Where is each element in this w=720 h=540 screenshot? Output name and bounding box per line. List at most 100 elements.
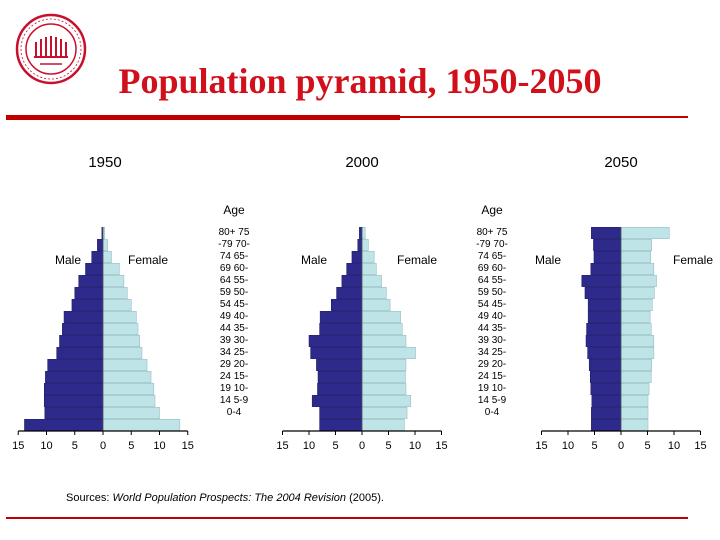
age-tick-label: -79 70- bbox=[218, 239, 250, 250]
female-bar-55-59 bbox=[620, 287, 655, 299]
female-bar-15-19 bbox=[361, 383, 407, 395]
male-bar-35-39 bbox=[585, 335, 622, 347]
age-tick-label: 74 65- bbox=[220, 251, 248, 262]
male-bar-35-39 bbox=[59, 335, 104, 347]
x-tick-label: 5 bbox=[591, 440, 597, 452]
female-bar-15-19 bbox=[102, 383, 155, 395]
x-tick-label: 0 bbox=[100, 440, 106, 452]
female-bar-80+ bbox=[361, 227, 366, 239]
age-axis-title: Age bbox=[223, 203, 245, 217]
male-bar-25-29 bbox=[588, 359, 622, 371]
x-tick-label: 5 bbox=[385, 440, 391, 452]
male-bar-70-74 bbox=[91, 251, 104, 263]
age-tick-label: 54 45- bbox=[478, 299, 506, 310]
female-bar-5-9 bbox=[102, 407, 160, 419]
age-tick-label: 74 65- bbox=[478, 251, 506, 262]
female-bar-50-54 bbox=[361, 299, 391, 311]
female-bar-30-34 bbox=[620, 347, 655, 359]
female-bar-10-14 bbox=[620, 395, 649, 407]
age-tick-label: 34 25- bbox=[478, 347, 506, 358]
female-bar-10-14 bbox=[102, 395, 156, 407]
female-bar-0-4 bbox=[102, 419, 181, 431]
male-bar-10-14 bbox=[591, 395, 622, 407]
male-label: Male bbox=[535, 253, 561, 267]
female-bar-50-54 bbox=[620, 299, 653, 311]
x-tick-label: 5 bbox=[72, 440, 78, 452]
male-bar-15-19 bbox=[590, 383, 622, 395]
male-bar-70-74 bbox=[351, 251, 363, 263]
male-bar-60-64 bbox=[78, 275, 104, 287]
male-bar-30-34 bbox=[56, 347, 104, 359]
chart-title-1950: 1950 bbox=[88, 154, 121, 171]
female-bar-40-44 bbox=[102, 323, 139, 335]
female-bar-35-39 bbox=[620, 335, 655, 347]
x-tick-label: 10 bbox=[562, 440, 574, 452]
age-tick-label: 49 40- bbox=[220, 311, 248, 322]
female-bar-5-9 bbox=[361, 407, 408, 419]
age-tick-label: 39 30- bbox=[220, 335, 248, 346]
female-bar-60-64 bbox=[620, 275, 657, 287]
age-tick-label: 54 45- bbox=[220, 299, 248, 310]
female-bar-10-14 bbox=[361, 395, 412, 407]
sources-note: Sources: World Population Prospects: The… bbox=[66, 492, 384, 504]
x-tick-label: 15 bbox=[182, 440, 194, 452]
female-bar-15-19 bbox=[620, 383, 650, 395]
male-bar-55-59 bbox=[336, 287, 363, 299]
female-bar-70-74 bbox=[361, 251, 375, 263]
male-bar-40-44 bbox=[586, 323, 622, 335]
male-bar-20-24 bbox=[45, 371, 104, 383]
female-bar-40-44 bbox=[361, 323, 403, 335]
age-tick-label: 0-4 bbox=[485, 407, 500, 418]
age-tick-label: 69 60- bbox=[220, 263, 248, 274]
male-bar-30-34 bbox=[587, 347, 622, 359]
age-tick-label: 44 35- bbox=[478, 323, 506, 334]
male-bar-15-19 bbox=[317, 383, 363, 395]
male-bar-75-79 bbox=[593, 239, 622, 251]
female-bar-50-54 bbox=[102, 299, 132, 311]
male-bar-5-9 bbox=[319, 407, 363, 419]
male-bar-0-4 bbox=[319, 419, 363, 431]
male-bar-10-14 bbox=[43, 395, 104, 407]
age-tick-label: 19 10- bbox=[478, 383, 506, 394]
age-tick-label: 59 50- bbox=[478, 287, 506, 298]
male-bar-5-9 bbox=[44, 407, 104, 419]
female-bar-0-4 bbox=[620, 419, 649, 431]
female-bar-65-69 bbox=[361, 263, 377, 275]
age-tick-label: 80+ 75 bbox=[219, 227, 250, 238]
x-tick-label: 15 bbox=[435, 440, 447, 452]
x-tick-label: 10 bbox=[409, 440, 421, 452]
female-bar-55-59 bbox=[102, 287, 128, 299]
male-bar-50-54 bbox=[71, 299, 104, 311]
age-tick-label: 24 15- bbox=[220, 371, 248, 382]
age-tick-label: 0-4 bbox=[227, 407, 242, 418]
chart-title-2050: 2050 bbox=[604, 154, 637, 171]
male-bar-15-19 bbox=[43, 383, 104, 395]
x-tick-label: 5 bbox=[128, 440, 134, 452]
age-tick-label: 14 5-9 bbox=[220, 395, 249, 406]
university-seal-icon bbox=[15, 13, 87, 85]
footer-rule bbox=[6, 517, 688, 519]
title-rule-thick bbox=[6, 115, 400, 120]
male-bar-65-69 bbox=[590, 263, 622, 275]
title-rule-thin bbox=[400, 116, 688, 118]
male-bar-65-69 bbox=[346, 263, 363, 275]
chart-title-2000: 2000 bbox=[345, 154, 378, 171]
male-bar-55-59 bbox=[584, 287, 622, 299]
male-bar-10-14 bbox=[311, 395, 363, 407]
age-tick-label: 64 55- bbox=[478, 275, 506, 286]
female-bar-75-79 bbox=[102, 239, 108, 251]
sources-suffix: (2005). bbox=[346, 492, 384, 504]
female-bar-65-69 bbox=[620, 263, 655, 275]
age-tick-label: 64 55- bbox=[220, 275, 248, 286]
female-bar-70-74 bbox=[620, 251, 651, 263]
age-tick-label: -79 70- bbox=[476, 239, 508, 250]
x-tick-label: 10 bbox=[668, 440, 680, 452]
male-bar-75-79 bbox=[97, 239, 104, 251]
sources-title: World Population Prospects: The 2004 Rev… bbox=[112, 492, 347, 504]
female-bar-5-9 bbox=[620, 407, 649, 419]
male-label: Male bbox=[55, 253, 81, 267]
sources-prefix: Sources: bbox=[66, 492, 113, 504]
x-tick-label: 10 bbox=[153, 440, 165, 452]
x-tick-label: 0 bbox=[618, 440, 624, 452]
x-tick-label: 15 bbox=[694, 440, 706, 452]
